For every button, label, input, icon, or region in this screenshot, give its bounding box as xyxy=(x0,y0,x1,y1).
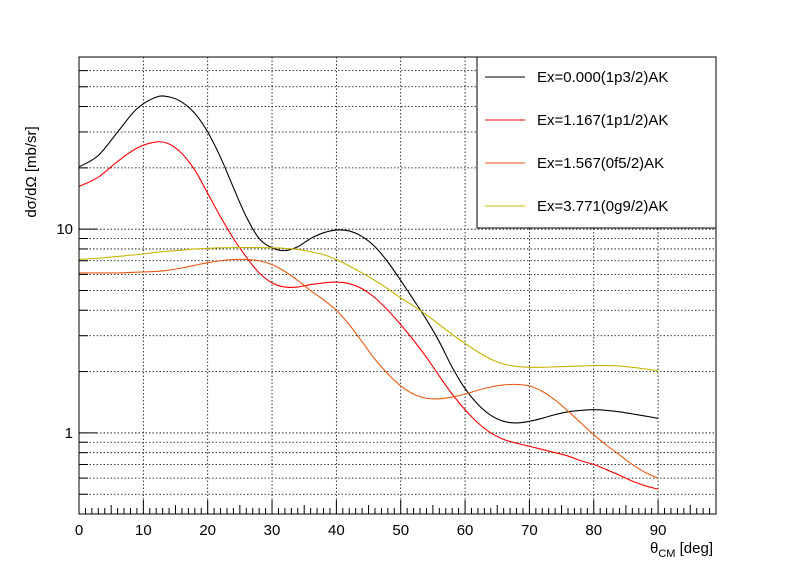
series-line-1 xyxy=(78,95,659,424)
legend-label-3: Ex=1.567(0f5/2)AK xyxy=(537,155,664,172)
x-tick-label: 60 xyxy=(457,522,474,539)
x-tick-label: 40 xyxy=(328,522,345,539)
grid-lines xyxy=(79,57,716,514)
x-axis-title: θCM [deg] xyxy=(650,540,713,560)
x-axis-title-subscript: CM xyxy=(658,548,675,560)
x-tick-label: 80 xyxy=(585,522,602,539)
axes: 0 10 20 30 40 50 60 70 80 90 1 10 xyxy=(56,56,717,539)
x-tick-label: 70 xyxy=(521,522,538,539)
series-layer xyxy=(78,95,659,490)
x-tick-label: 20 xyxy=(199,522,216,539)
x-axis-title-unit: [deg] xyxy=(675,540,713,557)
y-tick-label: 1 xyxy=(65,425,73,442)
x-tick-label: 0 xyxy=(75,522,83,539)
plot-frame xyxy=(78,56,717,515)
y-axis-title: dσ/dΩ [mb/sr] xyxy=(23,126,40,217)
x-tick-label: 30 xyxy=(264,522,281,539)
x-tick-label: 90 xyxy=(650,522,667,539)
legend-label-4: Ex=3.771(0g9/2)AK xyxy=(537,198,668,215)
x-tick-label: 50 xyxy=(392,522,409,539)
series-line-4 xyxy=(78,246,659,372)
x-axis-title-symbol: θ xyxy=(650,540,658,557)
legend-box xyxy=(476,56,717,229)
series-line-3 xyxy=(78,258,659,479)
legend: Ex=0.000(1p3/2)AK Ex=1.167(1p1/2)AK Ex=1.5… xyxy=(476,56,717,229)
legend-label-1: Ex=0.000(1p3/2)AK xyxy=(537,69,668,86)
series-line-2 xyxy=(78,141,659,490)
x-tick-label: 10 xyxy=(135,522,152,539)
y-tick-label: 10 xyxy=(56,221,73,238)
legend-label-2: Ex=1.167(1p1/2)AK xyxy=(537,112,668,129)
